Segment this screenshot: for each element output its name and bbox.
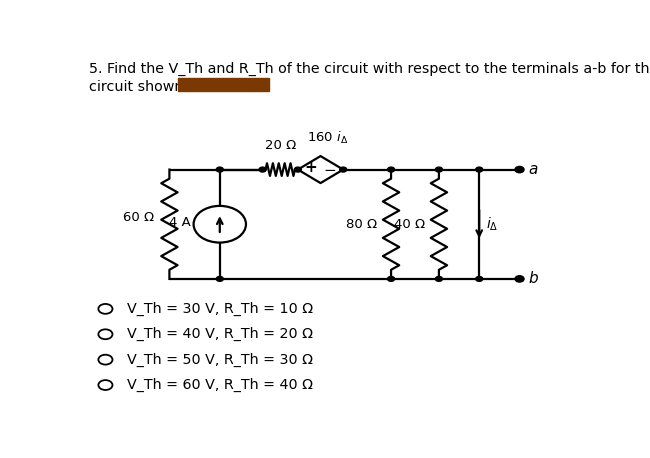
Circle shape <box>515 276 524 282</box>
Text: 4 A: 4 A <box>169 216 191 229</box>
Text: b: b <box>528 272 538 286</box>
Text: V_Th = 30 V, R_Th = 10 Ω: V_Th = 30 V, R_Th = 10 Ω <box>127 302 313 316</box>
Text: 5. Find the V_Th and R_Th of the circuit with respect to the terminals a-b for t: 5. Find the V_Th and R_Th of the circuit… <box>89 62 650 76</box>
Circle shape <box>436 277 443 281</box>
Circle shape <box>476 167 483 172</box>
Circle shape <box>515 166 524 173</box>
Circle shape <box>387 277 395 281</box>
Text: 60 Ω: 60 Ω <box>123 211 154 224</box>
Circle shape <box>294 167 302 172</box>
Text: V_Th = 40 V, R_Th = 20 Ω: V_Th = 40 V, R_Th = 20 Ω <box>127 327 313 341</box>
Text: +: + <box>305 160 317 175</box>
FancyBboxPatch shape <box>179 78 269 91</box>
Text: circuit shown.: circuit shown. <box>89 80 188 93</box>
Text: −: − <box>324 164 337 179</box>
Text: V_Th = 50 V, R_Th = 30 Ω: V_Th = 50 V, R_Th = 30 Ω <box>127 353 313 367</box>
Text: 80 Ω: 80 Ω <box>346 218 377 231</box>
Text: V_Th = 60 V, R_Th = 40 Ω: V_Th = 60 V, R_Th = 40 Ω <box>127 378 313 392</box>
Text: 20 Ω: 20 Ω <box>265 139 296 152</box>
Circle shape <box>259 167 266 172</box>
Text: $i_\Delta$: $i_\Delta$ <box>486 216 499 233</box>
Text: 160 $i_\Delta$: 160 $i_\Delta$ <box>307 130 349 146</box>
Text: 40 Ω: 40 Ω <box>394 218 425 231</box>
Circle shape <box>216 167 224 172</box>
Circle shape <box>387 167 395 172</box>
Circle shape <box>436 167 443 172</box>
Circle shape <box>216 277 224 281</box>
Circle shape <box>476 277 483 281</box>
Text: a: a <box>528 162 538 177</box>
Circle shape <box>340 167 346 172</box>
